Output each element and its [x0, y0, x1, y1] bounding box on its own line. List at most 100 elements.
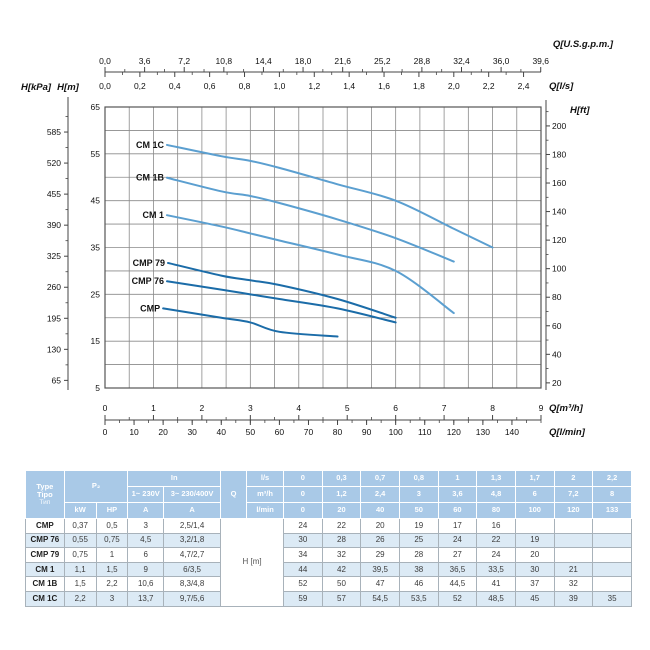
cell-head-value: 44: [283, 561, 323, 578]
table-row: CM 1 1,1 1,5 9 6/3,5 44 42 39,5 38 36,5 33,5 30 21: [25, 561, 632, 578]
cell-head-value: 19: [514, 532, 555, 549]
m3h-tick-label: 7: [442, 403, 447, 413]
cell-head-value: 48,5: [476, 590, 516, 607]
cell-a2: 2,5/1,4: [163, 518, 222, 534]
table-row: CMP 79 0,75 1 6 4,7/2,7 34 32 29 28 27 24 20: [25, 547, 632, 563]
cell-a1: 3: [127, 518, 165, 534]
q-value-cell: 2: [553, 470, 594, 487]
gpm-tick-label: 39,6: [532, 56, 549, 66]
q-value-cell: 0,3: [321, 470, 362, 487]
col-header-a2: A: [163, 502, 222, 519]
type-label-it: Tipo: [37, 489, 53, 499]
cell-head-value: 33,5: [476, 561, 516, 578]
ft-tick-label: 20: [552, 378, 562, 388]
cell-head-value: [592, 547, 632, 563]
gpm-tick-label: 14,4: [255, 56, 272, 66]
ft-tick-label: 200: [552, 121, 566, 131]
q-unit-m3h: m³/h: [246, 486, 285, 503]
q-unit-lmin: l/min: [246, 502, 285, 519]
curve-cmp: [162, 307, 339, 338]
cell-head-value: [592, 518, 632, 534]
ls-tick-label: 1,0: [273, 81, 285, 91]
cell-a1: 13,7: [127, 590, 165, 607]
cell-head-value: 32: [321, 547, 362, 563]
cell-a1: 6: [127, 547, 165, 563]
cell-head-value: 37: [514, 576, 555, 592]
cell-kw: 0,37: [63, 518, 97, 534]
hm-tick-label: 65: [91, 102, 101, 112]
pump-curves-chart: 0,0 3,6 7,2 10,8 14,4 18,0 21,6 25,2 28,8 32,4 36,…: [21, 39, 614, 438]
q-unit-ls: l/s: [246, 470, 285, 487]
col-header-a1: A: [127, 502, 165, 519]
hm-axis-title: H[m]: [57, 82, 79, 93]
cell-head-value: [553, 547, 594, 563]
lmin-tick-label: 100: [389, 427, 403, 437]
lmin-tick-label: 130: [476, 427, 490, 437]
cell-type: CM 1C: [25, 590, 65, 607]
kpa-tick-label: 455: [47, 189, 61, 199]
cell-head-value: [592, 561, 632, 578]
cell-head-value: 59: [283, 590, 323, 607]
cell-head-value: 52: [283, 576, 323, 592]
ls-tick-label: 1,6: [378, 81, 390, 91]
cell-head-value: [514, 518, 555, 534]
cell-head-value: 32: [553, 576, 594, 592]
ft-tick-label: 60: [552, 321, 562, 331]
cell-head-value: 30: [283, 532, 323, 549]
lmin-tick-label: 10: [129, 427, 139, 437]
cell-head-value: 28: [321, 532, 362, 549]
cell-head-value: 22: [321, 518, 362, 534]
cell-head-value: 52: [437, 590, 478, 607]
cell-head-value: 16: [476, 518, 516, 534]
q-value-cell: 0,8: [398, 470, 439, 487]
col-header-3phase: 3~ 230/400V: [163, 486, 222, 503]
kpa-tick-label: 390: [47, 220, 61, 230]
cell-head-value: 17: [437, 518, 478, 534]
cell-type: CMP 79: [25, 547, 65, 563]
hm-tick-label: 35: [91, 243, 101, 253]
q-value-cell: 8: [592, 486, 632, 503]
ls-tick-label: 2,4: [518, 81, 530, 91]
ft-tick-label: 180: [552, 149, 566, 159]
cell-hp: 3: [95, 590, 129, 607]
curve-label-cm-1c: CM 1C: [136, 140, 165, 150]
ft-axis-title: H[ft]: [570, 105, 590, 116]
col-header-q: Q: [220, 470, 248, 519]
cell-head-value: 28: [398, 547, 439, 563]
ls-tick-label: 0,4: [169, 81, 181, 91]
m3h-tick-label: 3: [248, 403, 253, 413]
q-value-cell: 0: [283, 502, 323, 519]
hm-tick-label: 15: [91, 336, 101, 346]
lmin-tick-label: 50: [246, 427, 256, 437]
cell-a2: 9,7/5,6: [163, 590, 222, 607]
h-m-unit-label: H [m]: [220, 518, 285, 607]
gpm-tick-label: 0,0: [99, 56, 111, 66]
m3h-tick-label: 2: [200, 403, 205, 413]
cell-head-value: 34: [283, 547, 323, 563]
ls-tick-label: 2,2: [483, 81, 495, 91]
cell-a2: 8,3/4,8: [163, 576, 222, 592]
col-header-hp: HP: [95, 502, 129, 519]
q-value-cell: 3,6: [437, 486, 478, 503]
curve-cm-1c: [166, 143, 494, 249]
m3h-tick-label: 9: [539, 403, 544, 413]
q-value-cell: 80: [476, 502, 516, 519]
lmin-tick-label: 40: [217, 427, 227, 437]
cell-head-value: 50: [321, 576, 362, 592]
col-header-type: Type Tipo Тип: [25, 470, 65, 519]
cell-hp: 1: [95, 547, 129, 563]
hm-tick-label: 45: [91, 196, 101, 206]
q-value-cell: 1,3: [476, 470, 516, 487]
q-value-cell: 0,7: [360, 470, 400, 487]
curve-cm-1b: [166, 176, 455, 263]
table-row: CM 1B 1,5 2,2 10,6 8,3/4,8 52 50 47 46 44,5 41 37 32: [25, 576, 632, 592]
cell-type: CMP: [25, 518, 65, 534]
kpa-tick-label: 65: [52, 375, 62, 385]
cell-hp: 0,5: [95, 518, 129, 534]
col-header-p2: P₂: [63, 470, 129, 503]
cell-head-value: 29: [360, 547, 400, 563]
curve-cmp-76: [166, 280, 397, 324]
m3h-tick-label: 4: [296, 403, 301, 413]
ft-tick-label: 160: [552, 178, 566, 188]
lmin-tick-label: 20: [158, 427, 168, 437]
